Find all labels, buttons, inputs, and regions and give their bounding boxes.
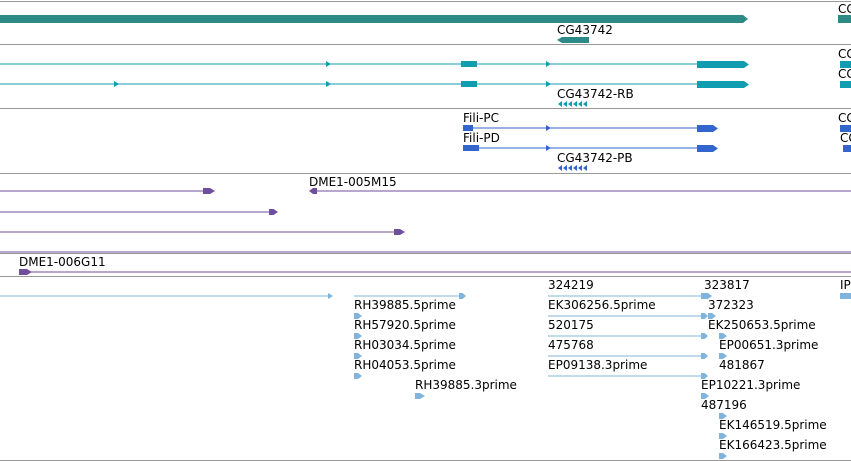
feature-label-ek166423-5prime[interactable]: EK166423.5prime	[719, 438, 827, 452]
clone-end	[269, 209, 278, 215]
gene-feature-bar-clipped	[838, 15, 851, 23]
strand-arrow	[328, 293, 333, 299]
feature-label-520175[interactable]: 520175	[548, 318, 594, 332]
exon-block-clipped	[840, 125, 851, 132]
strand-arrow	[578, 101, 582, 107]
est-520175	[701, 333, 708, 339]
feature-label-ep09138-3prime[interactable]: EP09138.3prime	[548, 358, 648, 372]
est-rh57920-5prime	[354, 313, 362, 319]
est-rh03034-5prime	[354, 333, 362, 339]
feature-label-cg-clipped[interactable]: CG	[838, 47, 851, 61]
est-ek146519-5prime	[719, 433, 727, 439]
est-ek250653-5prime	[719, 333, 727, 339]
feature-label-481867[interactable]: 481867	[719, 358, 765, 372]
est-ep10221-3prime	[701, 393, 709, 399]
strand-arrow	[558, 101, 562, 107]
est-rh39885-5prime	[459, 293, 466, 299]
est-372323	[708, 313, 716, 319]
strand-arrow	[546, 61, 551, 67]
feature-label-cg-clipped[interactable]: CG	[838, 111, 851, 125]
strand-arrow	[326, 61, 331, 67]
est-rh04053-5prime	[354, 353, 362, 359]
est-ep00651-3prime	[719, 353, 727, 359]
clone-end	[394, 229, 405, 235]
feature-label-rh03034-5prime[interactable]: RH03034.5prime	[354, 338, 456, 352]
est-ep09138-3prime	[701, 373, 708, 379]
feature-label-fili-pd[interactable]: Fili-PD	[463, 131, 500, 145]
feature-label-ep10221-3prime[interactable]: EP10221.3prime	[701, 378, 801, 392]
exon-block-clipped	[840, 81, 851, 88]
strand-arrow	[578, 165, 582, 171]
strand-arrow	[563, 101, 567, 107]
feature-label-cg43742-pb[interactable]: CG43742-PB	[557, 151, 633, 165]
feature-label-cg-clipped[interactable]: CG	[838, 2, 851, 16]
est-487196	[719, 413, 727, 419]
feature-label-cg43742-rb[interactable]: CG43742-RB	[557, 87, 634, 101]
strand-arrow	[114, 81, 119, 87]
exon-arrow-block	[697, 61, 749, 68]
feature-label-cg43742[interactable]: CG43742	[557, 23, 613, 37]
est-ip-clipped	[840, 293, 851, 299]
feature-label-cg-clipped[interactable]: CG	[838, 67, 851, 81]
feature-label-ek146519-5prime[interactable]: EK146519.5prime	[719, 418, 827, 432]
est-rh04053-5prime-b	[354, 373, 362, 379]
est-ek166423-5prime	[719, 453, 727, 459]
exon-block-clipped	[840, 61, 851, 68]
feature-label-323817[interactable]: 323817	[704, 278, 750, 292]
exon-block	[461, 81, 477, 87]
exon-block	[461, 61, 477, 67]
gene-feature-bar	[0, 15, 748, 23]
feature-label-fili-pc[interactable]: Fili-PC	[463, 111, 499, 125]
feature-label-ek250653-5prime[interactable]: EK250653.5prime	[708, 318, 816, 332]
feature-label-cg-clipped[interactable]: CG	[840, 131, 851, 145]
strand-arrow	[573, 101, 577, 107]
exon-arrow-block	[697, 145, 718, 152]
strand-arrow	[546, 145, 551, 151]
gene-feature-cg43742	[557, 37, 589, 43]
feature-label-dme1-005m15[interactable]: DME1-005M15	[309, 175, 397, 189]
strand-arrow	[583, 165, 587, 171]
feature-label-487196[interactable]: 487196	[701, 398, 747, 412]
exon-block	[463, 145, 479, 151]
strand-arrow	[546, 125, 551, 131]
strand-arrow	[546, 81, 551, 87]
feature-label-372323[interactable]: 372323	[708, 298, 754, 312]
feature-label-ep00651-3prime[interactable]: EP00651.3prime	[719, 338, 819, 352]
feature-label-rh04053-5prime[interactable]: RH04053.5prime	[354, 358, 456, 372]
strand-arrow	[568, 101, 572, 107]
est-ek306256-5prime	[701, 313, 708, 319]
feature-label-324219[interactable]: 324219	[548, 278, 594, 292]
feature-label-ek306256-5prime[interactable]: EK306256.5prime	[548, 298, 656, 312]
feature-label-rh39885-5prime[interactable]: RH39885.5prime	[354, 298, 456, 312]
feature-label-dme1-006g11[interactable]: DME1-006G11	[19, 255, 106, 269]
strand-arrow	[558, 165, 562, 171]
est-rh39885-3prime	[415, 393, 425, 399]
feature-label-475768[interactable]: 475768	[548, 338, 594, 352]
clone-start	[309, 188, 317, 194]
strand-arrow	[573, 165, 577, 171]
exon-arrow-block	[697, 125, 718, 132]
strand-arrow	[563, 165, 567, 171]
strand-arrow	[326, 81, 331, 87]
est-475768	[701, 353, 708, 359]
feature-label-ip-clipped[interactable]: IP	[840, 278, 851, 292]
feature-label-rh39885-3prime[interactable]: RH39885.3prime	[415, 378, 517, 392]
exon-block-clipped	[843, 145, 851, 152]
strand-arrow	[583, 101, 587, 107]
strand-arrow	[568, 165, 572, 171]
est-323817	[704, 293, 712, 299]
feature-glyphs	[0, 15, 851, 459]
exon-block	[463, 125, 473, 131]
clone-start	[19, 269, 32, 275]
clone-end	[203, 188, 215, 194]
exon-arrow-block	[697, 81, 749, 88]
feature-label-rh57920-5prime[interactable]: RH57920.5prime	[354, 318, 456, 332]
